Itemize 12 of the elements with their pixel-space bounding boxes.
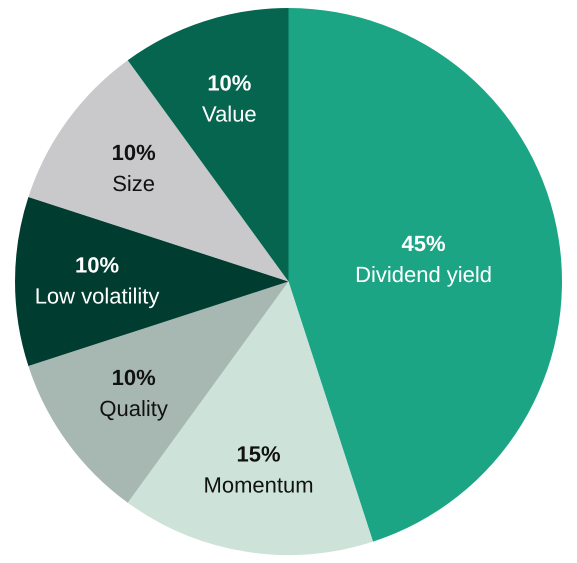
data-label: 10%	[112, 365, 156, 390]
data-label: 10%	[207, 70, 252, 96]
slice-label: Dividend yield	[355, 262, 492, 288]
slice-label: Value	[202, 101, 257, 126]
slice-label: Low volatility	[34, 284, 160, 309]
data-label: 10%	[112, 140, 156, 166]
slice-label: Momentum	[204, 472, 314, 498]
data-label: 10%	[75, 252, 120, 278]
data-label: 15%	[236, 442, 281, 467]
data-label: 45%	[402, 231, 446, 256]
slice-label: Quality	[99, 396, 168, 422]
slice-label: Size	[112, 171, 156, 196]
